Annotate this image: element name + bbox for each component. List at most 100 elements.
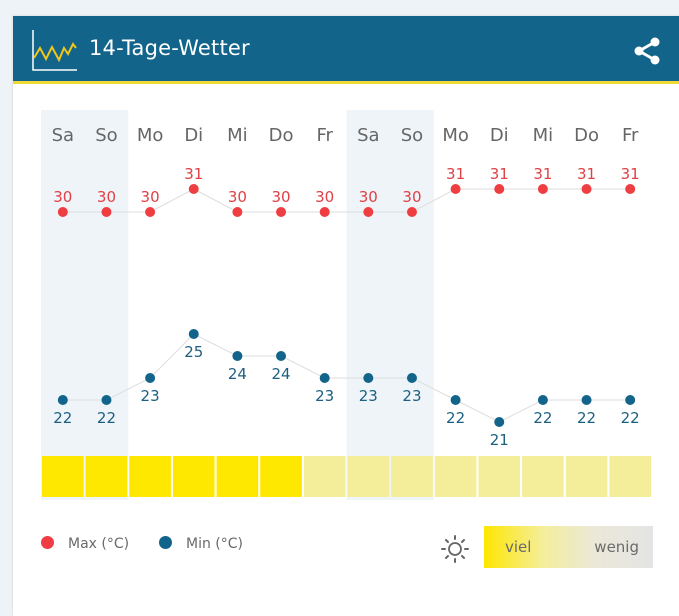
min-value-label: 22: [53, 409, 72, 427]
sunshine-box: [260, 456, 302, 497]
max-value-label: 30: [315, 188, 334, 206]
max-value-label: 31: [184, 165, 203, 183]
sunshine-box: [391, 456, 433, 497]
day-label: Mo: [137, 125, 164, 146]
min-value-label: 24: [271, 365, 290, 383]
sun-icon: [441, 535, 469, 563]
max-point: [101, 207, 112, 217]
sunshine-box: [522, 456, 564, 497]
max-point: [625, 184, 636, 194]
min-value-label: 23: [402, 387, 421, 405]
max-point: [494, 184, 505, 194]
day-label: So: [401, 125, 423, 146]
max-point: [537, 184, 548, 194]
max-point: [406, 207, 417, 217]
day-label: Di: [490, 125, 509, 146]
day-label: Mi: [533, 125, 554, 146]
min-value-label: 24: [228, 365, 247, 383]
line-chart-icon: [32, 30, 77, 71]
min-value-label: 22: [577, 409, 596, 427]
sunshine-box: [216, 456, 259, 497]
max-point: [188, 184, 199, 194]
weekend-shade: [41, 110, 129, 500]
min-value-label: 23: [141, 387, 160, 405]
max-value-label: 31: [490, 165, 509, 183]
min-dot-icon: [159, 536, 172, 549]
max-value-label: 31: [446, 165, 465, 183]
max-point: [57, 207, 68, 217]
min-value-label: 21: [490, 431, 509, 449]
min-point: [319, 373, 330, 383]
sunshine-box: [85, 456, 128, 497]
max-point: [363, 207, 374, 217]
max-point: [581, 184, 592, 194]
sun-low-label: wenig: [594, 538, 639, 556]
min-point: [625, 395, 636, 405]
min-point: [450, 395, 461, 405]
legend-min-label: Min (°C): [186, 536, 243, 552]
weekend-shade: [346, 110, 434, 500]
sunshine-box: [434, 456, 477, 497]
sun-high-label: viel: [505, 538, 532, 556]
max-value-label: 30: [228, 188, 247, 206]
sunshine-box: [478, 456, 521, 497]
sunshine-box: [565, 456, 608, 497]
min-point: [276, 351, 287, 361]
min-point: [581, 395, 592, 405]
min-value-label: 22: [621, 409, 640, 427]
max-value-label: 31: [533, 165, 552, 183]
sunshine-box: [42, 456, 84, 497]
min-point: [494, 417, 505, 427]
card-header: 14-Tage-Wetter: [13, 16, 679, 84]
min-point: [232, 351, 243, 361]
max-value-label: 30: [53, 188, 72, 206]
max-point: [450, 184, 461, 194]
day-label: Mo: [442, 125, 469, 146]
max-point: [319, 207, 330, 217]
card-title: 14-Tage-Wetter: [89, 36, 250, 60]
max-point: [276, 207, 287, 217]
temperature-chart: Sa So Mo Di Mi Do Fr Sa So Mo Di Mi Do Fr 30 30 30 31 30 30…: [41, 110, 651, 500]
day-label: Fr: [622, 125, 639, 146]
min-point: [363, 373, 374, 383]
min-point: [101, 395, 112, 405]
min-value-label: 25: [184, 343, 203, 361]
day-label: Di: [184, 125, 203, 146]
day-label: Sa: [357, 125, 379, 146]
sunshine-box: [347, 456, 390, 497]
max-value-label: 30: [402, 188, 421, 206]
min-point: [57, 395, 68, 405]
day-label: Fr: [316, 125, 333, 146]
max-value-label: 30: [97, 188, 116, 206]
min-point: [406, 373, 417, 383]
sunshine-box: [303, 456, 346, 497]
day-label: Do: [574, 125, 599, 146]
share-icon[interactable]: [633, 36, 661, 66]
min-point: [537, 395, 548, 405]
min-point: [145, 373, 156, 383]
sunshine-box: [129, 456, 171, 497]
max-point: [145, 207, 156, 217]
min-value-label: 23: [315, 387, 334, 405]
day-label: Do: [269, 125, 294, 146]
sunshine-legend: viel wenig: [484, 526, 653, 568]
max-value-label: 31: [621, 165, 640, 183]
day-label: So: [95, 125, 117, 146]
min-value-label: 22: [533, 409, 552, 427]
day-label: Sa: [52, 125, 74, 146]
day-label: Mi: [227, 125, 248, 146]
min-value-label: 23: [359, 387, 378, 405]
min-value-label: 22: [97, 409, 116, 427]
max-dot-icon: [41, 536, 54, 549]
max-value-label: 31: [577, 165, 596, 183]
legend-max: Max (°C): [41, 536, 129, 552]
min-line: [62, 333, 631, 423]
max-value-label: 30: [141, 188, 160, 206]
max-value-label: 30: [271, 188, 290, 206]
min-point: [188, 329, 199, 339]
legend-max-label: Max (°C): [68, 536, 130, 552]
sunshine-box: [609, 456, 651, 497]
legend-min: Min (°C): [159, 536, 243, 552]
max-line: [62, 188, 631, 213]
sunshine-box: [172, 456, 215, 497]
